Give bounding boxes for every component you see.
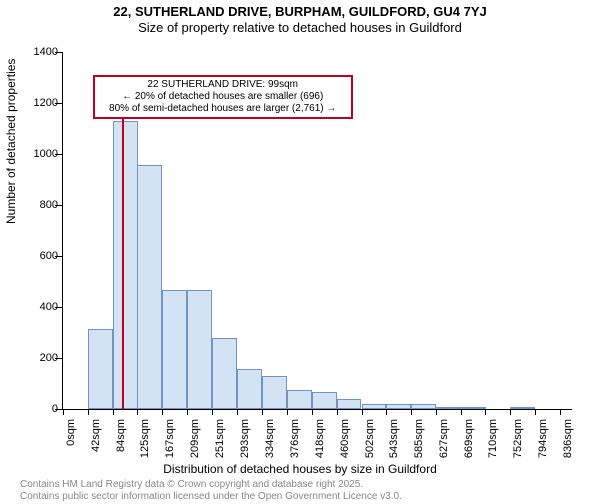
x-tick <box>262 409 263 415</box>
y-tick-label: 200 <box>40 352 58 364</box>
x-tick-label: 669sqm <box>463 419 475 461</box>
x-tick-label: 376sqm <box>289 419 301 461</box>
callout-line2: ← 20% of detached houses are smaller (69… <box>100 91 346 103</box>
x-tick <box>88 409 89 415</box>
histogram-bar <box>312 392 337 409</box>
y-tick-label: 400 <box>40 301 58 313</box>
histogram-bar <box>162 290 187 409</box>
x-tick-label: 418sqm <box>314 419 326 461</box>
x-axis-label: Distribution of detached houses by size … <box>0 462 600 476</box>
x-tick <box>187 409 188 415</box>
callout-box: 22 SUTHERLAND DRIVE: 99sqm← 20% of detac… <box>93 75 353 119</box>
x-tick <box>485 409 486 415</box>
histogram-bar <box>362 404 387 409</box>
x-tick <box>287 409 288 415</box>
x-tick-label: 334sqm <box>264 419 276 461</box>
attribution-line2: Contains public sector information licen… <box>20 491 402 503</box>
callout-line1: 22 SUTHERLAND DRIVE: 99sqm <box>100 79 346 91</box>
x-tick <box>510 409 511 415</box>
x-tick <box>237 409 238 415</box>
y-tick-label: 1000 <box>34 148 58 160</box>
x-tick-label: 84sqm <box>115 419 127 461</box>
x-tick <box>312 409 313 415</box>
x-tick-label: 585sqm <box>413 419 425 461</box>
x-tick <box>386 409 387 415</box>
x-tick-label: 627sqm <box>438 419 450 461</box>
histogram-bar <box>436 407 461 409</box>
property-marker-line <box>122 90 124 409</box>
x-tick-label: 460sqm <box>339 419 351 461</box>
x-tick-label: 209sqm <box>189 419 201 461</box>
histogram-bar <box>262 376 287 409</box>
x-tick-label: 710sqm <box>487 419 499 461</box>
histogram-bar <box>237 369 262 409</box>
x-tick-label: 251sqm <box>214 419 226 461</box>
title-main: 22, SUTHERLAND DRIVE, BURPHAM, GUILDFORD… <box>0 4 600 19</box>
histogram-bar <box>88 329 113 409</box>
histogram-bar <box>386 404 411 409</box>
x-tick <box>461 409 462 415</box>
x-tick-label: 752sqm <box>512 419 524 461</box>
histogram-bar <box>212 338 237 409</box>
histogram-bar <box>337 399 362 409</box>
x-tick <box>162 409 163 415</box>
histogram-bar <box>287 390 312 409</box>
x-tick-label: 0sqm <box>65 419 77 461</box>
x-tick-label: 502sqm <box>364 419 376 461</box>
x-tick <box>337 409 338 415</box>
x-tick-label: 794sqm <box>537 419 549 461</box>
chart-container: 22, SUTHERLAND DRIVE, BURPHAM, GUILDFORD… <box>0 4 600 504</box>
histogram-bar <box>411 404 436 409</box>
histogram-bar <box>113 121 138 409</box>
histogram-bar <box>137 165 162 409</box>
x-tick <box>113 409 114 415</box>
histogram-bar <box>461 407 486 409</box>
x-tick <box>535 409 536 415</box>
x-tick <box>411 409 412 415</box>
x-tick <box>137 409 138 415</box>
histogram-bar <box>510 407 535 409</box>
plot-area: 02004006008001000120014000sqm42sqm84sqm1… <box>62 52 572 410</box>
x-tick <box>436 409 437 415</box>
x-tick-label: 167sqm <box>164 419 176 461</box>
x-tick <box>362 409 363 415</box>
x-tick <box>560 409 561 415</box>
x-tick-label: 125sqm <box>139 419 151 461</box>
x-tick-label: 42sqm <box>90 419 102 461</box>
callout-line3: 80% of semi-detached houses are larger (… <box>100 103 346 115</box>
y-tick-label: 0 <box>52 403 58 415</box>
y-tick-label: 1400 <box>34 46 58 58</box>
x-tick-label: 543sqm <box>388 419 400 461</box>
x-tick <box>63 409 64 415</box>
histogram-bar <box>187 290 212 409</box>
x-tick-label: 836sqm <box>562 419 574 461</box>
y-tick-label: 600 <box>40 250 58 262</box>
attribution-text: Contains HM Land Registry data © Crown c… <box>20 479 402 502</box>
x-tick <box>212 409 213 415</box>
attribution-line1: Contains HM Land Registry data © Crown c… <box>20 479 402 491</box>
y-axis-label: Number of detached properties <box>4 59 18 224</box>
x-tick-label: 293sqm <box>239 419 251 461</box>
title-sub: Size of property relative to detached ho… <box>0 20 600 35</box>
y-tick-label: 1200 <box>34 97 58 109</box>
y-tick-label: 800 <box>40 199 58 211</box>
